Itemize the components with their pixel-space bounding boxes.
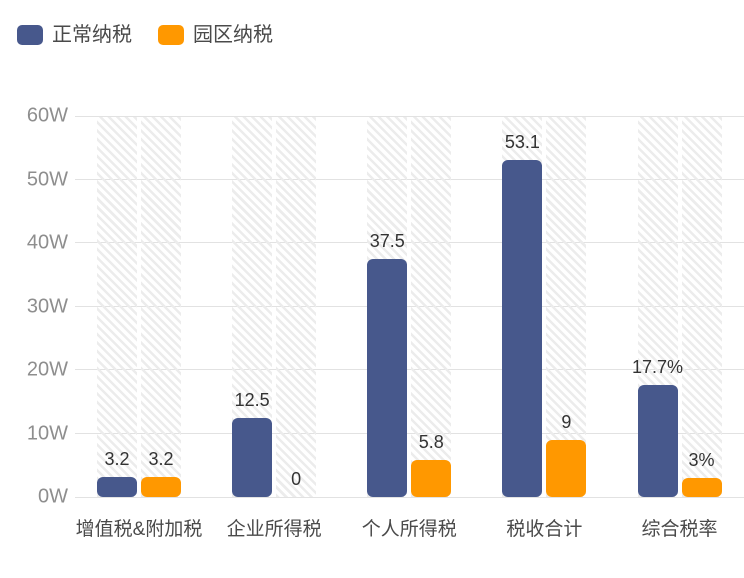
bar-value-label: 3.2 bbox=[104, 448, 130, 469]
legend: 正常纳税 园区纳税 bbox=[17, 24, 273, 46]
x-axis-label-综合税率: 综合税率 bbox=[641, 519, 718, 540]
y-axis-label-20W: 20W bbox=[26, 358, 68, 381]
legend-label-normal-tax: 正常纳税 bbox=[52, 24, 132, 46]
legend-swatch-normal-tax-icon bbox=[17, 25, 43, 45]
grid-line-10W bbox=[75, 433, 744, 434]
y-axis-label-30W: 30W bbox=[26, 295, 68, 317]
y-axis-label-50W: 50W bbox=[26, 168, 68, 190]
bar-value-label: 3.2 bbox=[148, 448, 174, 469]
bar-value-label: 0 bbox=[291, 469, 302, 489]
bar-value-label: 37.5 bbox=[369, 230, 405, 251]
bar-value-label: 17.7% bbox=[631, 356, 684, 377]
grid-line-50W bbox=[75, 178, 744, 180]
hatch-band bbox=[276, 117, 317, 497]
bar-园区纳税-个人所得税[interactable] bbox=[411, 460, 452, 497]
grid-line-40W bbox=[75, 242, 744, 244]
bar-正常纳税-企业所得税[interactable] bbox=[232, 417, 273, 497]
bar-value-label: 3% bbox=[688, 449, 715, 470]
hatch-band bbox=[681, 117, 722, 497]
x-axis-label-增值税&附加税: 增值税&附加税 bbox=[75, 519, 203, 540]
x-axis-label-个人所得税: 个人所得税 bbox=[361, 519, 457, 540]
legend-swatch-park-tax-icon bbox=[158, 25, 184, 45]
grid-line-60W bbox=[75, 115, 744, 117]
legend-label-park-tax: 园区纳税 bbox=[193, 24, 273, 46]
hatch-band bbox=[97, 117, 137, 497]
bar-正常纳税-增值税&附加税[interactable] bbox=[97, 476, 137, 497]
plot-area: 3.2 3.2 12.5 0 37.5 5.8 53.1 9 17.7% 3% bbox=[75, 115, 744, 498]
bar-正常纳税-个人所得税[interactable] bbox=[367, 258, 408, 497]
x-axis: 增值税&附加税 企业所得税 个人所得税 税收合计 综合税率 bbox=[75, 514, 744, 544]
x-axis-label-企业所得税: 企业所得税 bbox=[226, 519, 322, 540]
grid-line-30W bbox=[75, 306, 744, 307]
hatch-band bbox=[411, 117, 452, 497]
legend-item-normal-tax[interactable]: 正常纳税 bbox=[17, 24, 132, 46]
x-axis-label-税收合计: 税收合计 bbox=[506, 519, 583, 540]
bar-value-label: 9 bbox=[561, 411, 572, 432]
y-axis-label-0W: 0W bbox=[38, 485, 68, 508]
y-axis: 0W 10W 20W 30W 40W 50W 60W bbox=[0, 105, 68, 508]
y-axis-label-60W: 60W bbox=[26, 104, 68, 127]
y-axis-label-10W: 10W bbox=[26, 422, 68, 444]
bar-园区纳税-税收合计[interactable] bbox=[546, 439, 587, 497]
bar-园区纳税-综合税率[interactable] bbox=[681, 477, 722, 497]
hatch-band bbox=[546, 117, 587, 497]
grid-line-20W bbox=[75, 369, 744, 371]
bar-value-label: 12.5 bbox=[234, 389, 270, 410]
y-axis-label-40W: 40W bbox=[26, 231, 68, 254]
bar-正常纳税-税收合计[interactable] bbox=[502, 159, 543, 497]
hatch-band bbox=[141, 117, 181, 497]
bar-园区纳税-增值税&附加税[interactable] bbox=[141, 476, 181, 497]
legend-item-park-tax[interactable]: 园区纳税 bbox=[158, 24, 273, 46]
bar-value-label: 5.8 bbox=[418, 432, 444, 453]
bar-正常纳税-综合税率[interactable] bbox=[637, 384, 678, 497]
bar-value-label: 53.1 bbox=[504, 131, 540, 152]
grid-line-0W bbox=[75, 496, 744, 498]
